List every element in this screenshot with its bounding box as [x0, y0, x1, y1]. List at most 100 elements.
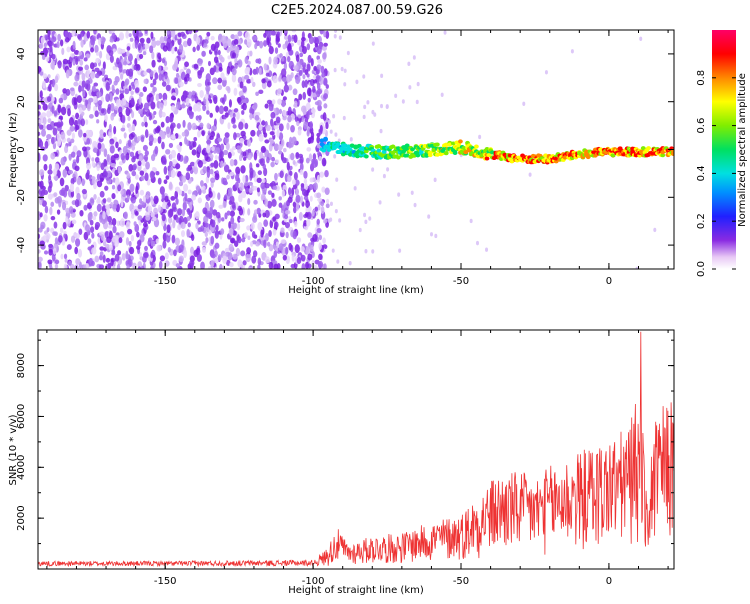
spectrogram-noise-cell: [264, 198, 269, 207]
spectrogram-noise-cell: [323, 93, 328, 100]
spectrogram-noise-cell: [225, 142, 230, 151]
spectrogram-noise-cell: [182, 119, 186, 128]
spectrogram-ridge-cell: [443, 151, 449, 156]
spectrogram-noise-cell: [222, 149, 229, 156]
spectrogram-noise-cell: [96, 164, 100, 172]
spectrogram-noise-cell: [312, 233, 318, 242]
spectrogram-noise-cell: [241, 110, 245, 115]
spectrogram-noise-cell: [109, 55, 114, 63]
spectrogram-noise-cell: [221, 35, 227, 45]
spectrogram-noise-cell: [256, 207, 262, 215]
spectrogram-noise-cell: [81, 80, 86, 88]
spectrogram-noise-cell: [199, 122, 204, 128]
spectrogram-ridge-cell: [415, 153, 421, 158]
spectrogram-noise-cell: [282, 96, 287, 101]
spectrogram-noise-cell: [47, 193, 53, 200]
spectrogram-noise-cell: [94, 73, 100, 79]
spectrogram-noise-cell: [371, 41, 375, 46]
spectrogram-noise-cell: [174, 190, 179, 200]
spectrogram-noise-cell: [46, 96, 52, 103]
spectrogram-noise-cell: [178, 181, 184, 187]
spectrogram-noise-cell: [224, 212, 228, 220]
spectrogram-noise-cell: [239, 217, 245, 223]
spectrogram-noise-cell: [255, 66, 259, 75]
spectrogram-noise-cell: [314, 101, 320, 106]
spectrogram-noise-cell: [288, 60, 294, 70]
spectrogram-noise-cell: [269, 219, 274, 229]
spectrogram-noise-cell: [170, 95, 176, 101]
spectrogram-noise-cell: [183, 77, 188, 82]
spectrogram-noise-cell: [302, 91, 307, 100]
spectrogram-noise-cell: [260, 145, 266, 154]
spectrogram-noise-cell: [215, 224, 219, 232]
spectrogram-noise-cell: [50, 216, 56, 221]
spectrogram-noise-cell: [331, 248, 335, 253]
spectrogram-noise-cell: [240, 130, 246, 137]
spectrogram-noise-cell: [258, 67, 262, 76]
spectrogram-noise-cell: [175, 216, 180, 223]
spectrogram-noise-cell: [242, 260, 247, 266]
spectrogram-noise-cell: [155, 93, 160, 102]
spectrogram-noise-cell: [263, 167, 268, 177]
spectrogram-noise-cell: [279, 108, 283, 115]
spectrogram-noise-cell: [244, 231, 248, 239]
spectrogram-noise-cell: [99, 129, 104, 136]
spectrogram-noise-cell: [373, 112, 377, 117]
spectrogram-noise-cell: [110, 30, 116, 33]
spectrogram-noise-cell: [265, 30, 271, 37]
spectrogram-noise-cell: [60, 131, 66, 140]
spectrogram-noise-cell: [289, 165, 293, 170]
spectrogram-noise-cell: [243, 74, 250, 80]
spectrogram-noise-cell: [83, 264, 87, 269]
spectrogram-noise-cell: [192, 165, 196, 172]
spectrogram-noise-cell: [130, 90, 134, 96]
spectrogram-noise-cell: [242, 151, 247, 157]
spectrogram-noise-cell: [180, 230, 186, 238]
spectrogram-noise-cell: [177, 208, 183, 216]
spectrogram-noise-cell: [295, 202, 300, 211]
spectrogram-noise-cell: [78, 228, 83, 235]
spectrogram-noise-cell: [253, 209, 258, 215]
spectrogram-noise-cell: [237, 30, 243, 37]
spectrogram-noise-cell: [233, 38, 239, 45]
spectrogram-noise-cell: [316, 45, 322, 55]
spectrogram-noise-cell: [46, 133, 52, 140]
spectrogram-noise-cell: [267, 200, 273, 209]
spectrogram-noise-cell: [100, 36, 106, 45]
spectrogram-noise-cell: [52, 247, 57, 255]
spectrogram-noise-cell: [57, 60, 62, 69]
spectrogram-noise-cell: [312, 85, 316, 93]
spectrogram-noise-cell: [98, 264, 105, 269]
spectrogram-noise-cell: [280, 239, 286, 244]
spectrogram-noise-cell: [174, 77, 179, 85]
spectrogram-noise-cell: [180, 104, 186, 109]
spectrogram-noise-cell: [293, 206, 297, 214]
spectrogram-noise-cell: [91, 160, 95, 167]
spectrogram-noise-cell: [237, 236, 242, 244]
spectrogram-noise-cell: [234, 57, 238, 64]
spectrogram-noise-cell: [166, 30, 170, 35]
spectrogram-noise-cell: [110, 103, 115, 112]
spectrogram-noise-cell: [371, 249, 375, 254]
spectrogram-noise-cell: [214, 242, 220, 249]
spectrogram-noise-cell: [105, 81, 110, 91]
spectrogram-noise-cell: [168, 160, 173, 168]
spectrogram-noise-cell: [236, 222, 241, 231]
spectrogram-noise-cell: [214, 173, 220, 181]
spectrogram-noise-cell: [200, 180, 204, 187]
spectrogram-noise-cell: [77, 33, 82, 40]
spectrogram-noise-cell: [291, 136, 297, 145]
spectrogram-noise-cell: [321, 45, 328, 51]
spectrogram-noise-cell: [207, 81, 211, 86]
spectrogram-noise-cell: [266, 37, 270, 46]
spectrogram-noise-cell: [83, 132, 87, 138]
spectrogram-noise-cell: [289, 136, 293, 144]
spectrogram-noise-cell: [93, 211, 98, 217]
spectrogram-noise-cell: [319, 171, 325, 178]
spectrogram-noise-cell: [271, 192, 275, 198]
spectrogram-noise-cell: [196, 45, 201, 51]
spectrogram-noise-cell: [196, 106, 202, 112]
spectrogram-noise-cell: [80, 39, 84, 48]
spectrogram-noise-cell: [306, 73, 310, 78]
spectrogram-noise-cell: [71, 30, 76, 37]
